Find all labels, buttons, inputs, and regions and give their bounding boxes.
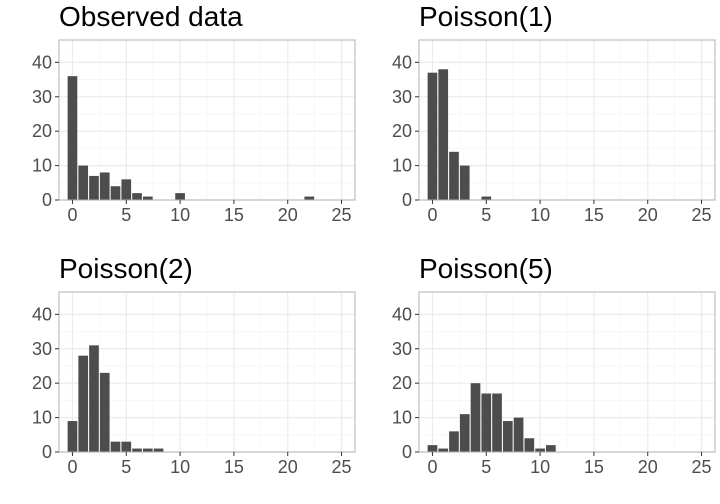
x-tick-label: 15	[584, 457, 604, 477]
y-tick-label: 40	[392, 304, 412, 324]
histogram-bar	[121, 441, 132, 452]
histogram-bar	[142, 448, 153, 452]
panel-title: Poisson(1)	[419, 1, 553, 32]
x-tick-label: 15	[584, 205, 604, 225]
histogram-bar	[175, 193, 185, 200]
y-tick-label: 10	[392, 156, 412, 176]
y-tick-label: 40	[32, 52, 52, 72]
x-tick-label: 5	[121, 457, 131, 477]
panel-title: Poisson(5)	[419, 253, 553, 284]
histogram-bar	[449, 151, 459, 200]
y-tick-label: 0	[42, 442, 52, 462]
x-tick-label: 0	[67, 457, 77, 477]
x-tick-label: 20	[638, 205, 658, 225]
y-tick-label: 30	[32, 87, 52, 107]
y-tick-label: 10	[32, 408, 52, 428]
x-tick-label: 25	[332, 205, 352, 225]
histogram-bar	[524, 438, 535, 452]
panel-plot: 0 5 10 15 20 25 0 10 20 30 40	[32, 39, 356, 225]
x-tick-label: 25	[332, 457, 352, 477]
panel-poisson-1: Poisson(1) 0 5 10 15 20 25 0 10 20 30 40	[392, 1, 716, 225]
histogram-bar	[132, 193, 142, 200]
panel-border	[58, 291, 356, 453]
y-tick-label: 10	[392, 408, 412, 428]
panel-poisson-5: Poisson(5) 0 5 10 15 20 25 0 10 20 30 40	[392, 253, 716, 477]
x-tick-label: 20	[278, 457, 298, 477]
y-tick-label: 30	[392, 87, 412, 107]
panel-border	[58, 39, 356, 201]
y-tick-label: 40	[32, 304, 52, 324]
histogram-bar	[110, 186, 121, 200]
x-tick-label: 20	[278, 205, 298, 225]
x-tick-label: 25	[692, 457, 712, 477]
histogram-bar	[132, 448, 142, 452]
x-tick-label: 15	[224, 205, 244, 225]
x-tick-label: 10	[530, 205, 550, 225]
histogram-bar	[427, 72, 438, 200]
x-tick-label: 0	[427, 457, 437, 477]
x-tick-label: 5	[481, 457, 491, 477]
histogram-bar	[459, 414, 470, 452]
x-tick-label: 10	[170, 457, 190, 477]
histogram-bar	[89, 345, 99, 452]
histogram-bar	[481, 393, 492, 452]
y-tick-label: 0	[42, 190, 52, 210]
histogram-bar	[546, 445, 556, 452]
panel-observed-data: Observed data 0 5 10 15 20 25 0 10 20 30 40	[32, 1, 356, 225]
histogram-bar	[502, 421, 513, 452]
y-tick-label: 0	[402, 190, 412, 210]
histogram-bar	[99, 172, 110, 200]
y-tick-label: 20	[392, 121, 412, 141]
x-tick-label: 5	[121, 205, 131, 225]
x-tick-label: 15	[224, 457, 244, 477]
y-tick-label: 10	[32, 156, 52, 176]
y-tick-label: 40	[392, 52, 412, 72]
histogram-bar	[67, 76, 78, 200]
histogram-bar	[78, 165, 89, 200]
histogram-bar	[304, 196, 315, 200]
histogram-bar	[438, 448, 449, 452]
x-tick-label: 0	[427, 205, 437, 225]
panel-border	[418, 291, 716, 453]
histogram-bar	[513, 417, 524, 452]
histogram-bar	[535, 448, 545, 452]
panel-poisson-2: Poisson(2) 0 5 10 15 20 25 0 10 20 30 40	[32, 253, 356, 477]
x-tick-label: 10	[170, 205, 190, 225]
panel-plot: 0 5 10 15 20 25 0 10 20 30 40	[392, 291, 716, 477]
histogram-bar	[427, 445, 438, 452]
histogram-bar	[121, 179, 132, 200]
y-tick-label: 0	[402, 442, 412, 462]
y-tick-label: 20	[32, 373, 52, 393]
histogram-bar	[67, 421, 78, 452]
histogram-bar	[470, 383, 481, 452]
histogram-bar	[99, 372, 110, 452]
x-tick-label: 5	[481, 205, 491, 225]
histogram-bar	[142, 196, 153, 200]
panel-plot: 0 5 10 15 20 25 0 10 20 30 40	[32, 291, 356, 477]
y-tick-label: 20	[32, 121, 52, 141]
histogram-bar	[449, 431, 459, 452]
x-tick-label: 0	[67, 205, 77, 225]
y-tick-label: 30	[32, 339, 52, 359]
panel-plot: 0 5 10 15 20 25 0 10 20 30 40	[392, 39, 716, 225]
x-tick-label: 25	[692, 205, 712, 225]
histogram-bar	[78, 355, 89, 452]
y-tick-label: 20	[392, 373, 412, 393]
y-tick-label: 30	[392, 339, 412, 359]
histogram-bar	[492, 393, 502, 452]
x-tick-label: 20	[638, 457, 658, 477]
x-tick-label: 10	[530, 457, 550, 477]
histogram-bar	[89, 175, 99, 200]
histogram-bar	[110, 441, 121, 452]
histogram-bar	[481, 196, 492, 200]
panel-border	[418, 39, 716, 201]
panel-title: Observed data	[59, 1, 243, 32]
panel-title: Poisson(2)	[59, 253, 193, 284]
histogram-bar	[459, 165, 470, 200]
histogram-bar	[438, 69, 449, 200]
histogram-bar	[153, 448, 164, 452]
